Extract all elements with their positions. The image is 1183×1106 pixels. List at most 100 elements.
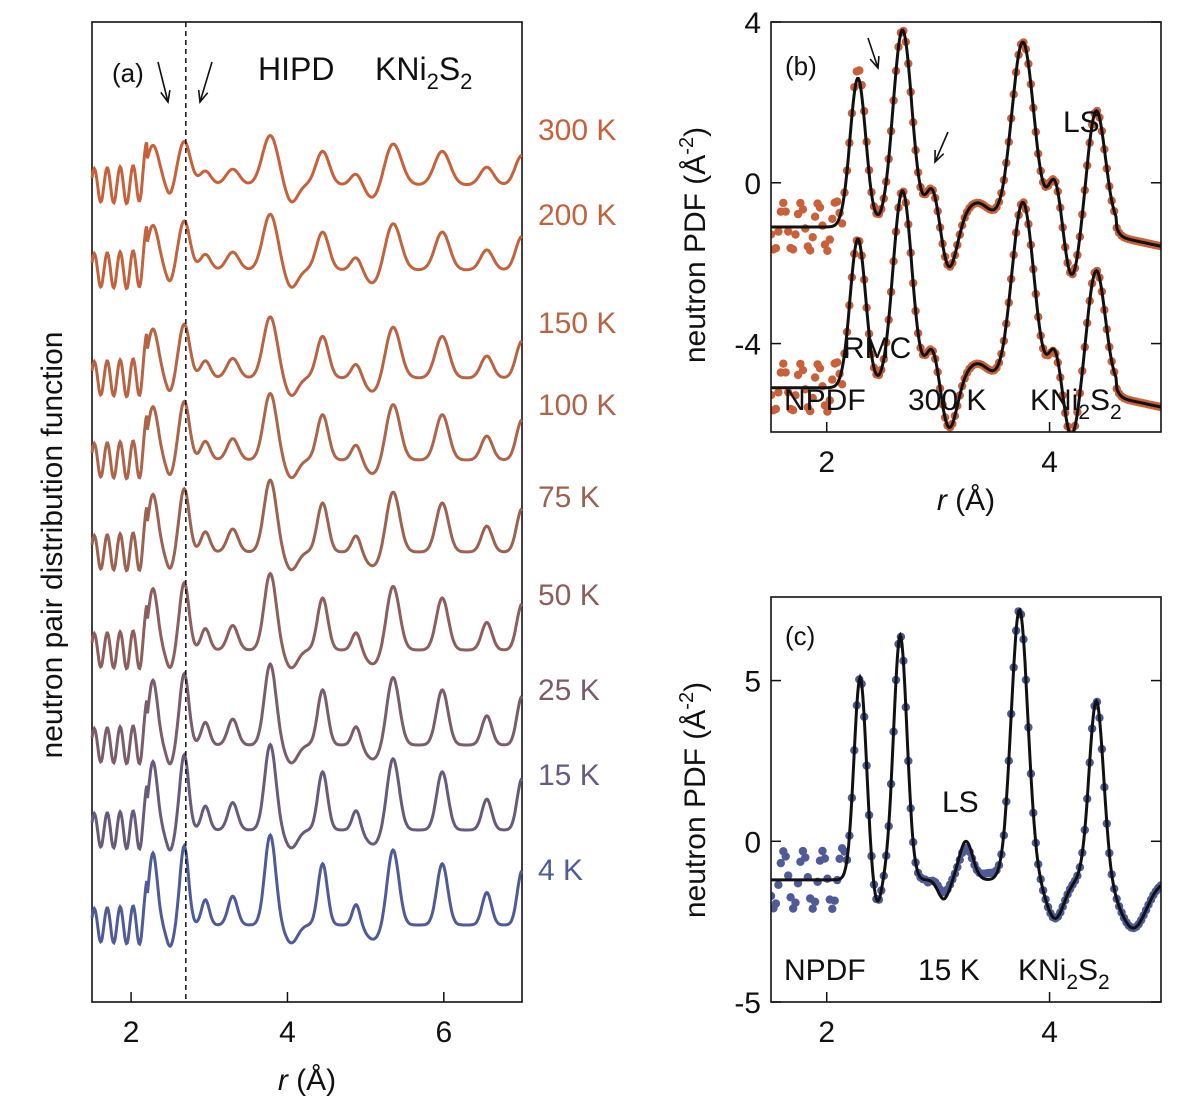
series-line-15k (90, 742, 523, 852)
compound-sub2: 2 (1098, 971, 1110, 994)
series-label: 75 K (538, 481, 600, 514)
data-point (781, 368, 790, 377)
compound-sub1: 2 (1066, 971, 1078, 994)
panel-c-temperature: 15 K (918, 954, 980, 987)
annotation-arrow (867, 37, 879, 69)
data-point (815, 203, 825, 212)
panel-c-label: (c) (785, 621, 815, 651)
data-point (779, 198, 788, 208)
panel-a-xlabel: r (Å) (278, 1064, 336, 1097)
panel-c: 2 450-5 (c) LS NPDF 15 K KNi2S2 neutron P… (676, 596, 1162, 1049)
data-point (825, 396, 834, 405)
panel-a-frame (91, 21, 523, 1003)
panel-a-xlabel-unit: (Å) (296, 1064, 336, 1097)
panel-b-ylabel-main: neutron PDF (679, 193, 712, 363)
panel-b-ylabel-unit: (Å (679, 155, 712, 185)
data-point (771, 891, 776, 901)
xtick-label: 6 (435, 1016, 452, 1049)
ytick-label: -4 (734, 329, 761, 362)
series-line-75k (90, 478, 523, 573)
series-label: 300 K (538, 114, 616, 147)
data-point (771, 230, 776, 239)
series-label: 50 K (538, 579, 600, 612)
compound-sub1: 2 (1078, 401, 1090, 424)
data-point (791, 391, 800, 400)
data-point (774, 227, 783, 236)
panel-b-temperature: 300 K (908, 384, 986, 417)
data-point (825, 235, 834, 244)
data-point (791, 898, 800, 907)
data-point (771, 899, 781, 908)
data-point (774, 880, 783, 889)
compound-base: KNi (1018, 954, 1066, 987)
panel-b-ticks: 2 440-4 (734, 7, 1161, 479)
annotation-arrowhead (197, 89, 209, 104)
annotation-arrowhead (869, 55, 880, 70)
data-point (771, 390, 776, 400)
data-point (833, 358, 842, 367)
compound-sub2: 2 (460, 69, 472, 94)
panel-b-fit-label-ls: LS (1063, 106, 1100, 139)
ytick-label: 4 (744, 7, 761, 40)
panel-c-compound: KNi2S2 (1018, 954, 1110, 994)
data-point (828, 214, 837, 223)
panel-b-ylabel-exp: -2 (676, 137, 698, 155)
compound-base: KNi (1030, 384, 1078, 417)
panel-b-arrows (867, 37, 949, 164)
compound-base: KNi (375, 51, 427, 87)
data-point (818, 846, 827, 856)
fit-line (771, 28, 1161, 276)
series-label: 100 K (538, 389, 616, 422)
panel-a-instrument: HIPD (258, 51, 334, 87)
series-line-300k (90, 134, 523, 206)
data-point (786, 893, 795, 902)
panel-b-dataset: NPDF (784, 384, 866, 417)
compound-mid: S (1090, 384, 1110, 417)
panel-b-plot (771, 26, 1161, 432)
panel-c-fit-label: LS (942, 786, 979, 819)
series-line-4k (90, 832, 523, 948)
panel-c-plot (771, 607, 1161, 933)
data-point (798, 846, 808, 856)
data-point (837, 219, 847, 228)
data-point (781, 207, 790, 216)
data-point (823, 407, 832, 416)
panel-b-ylabel: neutron PDF (Å-2) (676, 127, 712, 363)
data-point (771, 244, 781, 253)
data-point (806, 246, 815, 255)
panel-a-ylabel: neutron pair distribution function (36, 332, 69, 759)
data-point (820, 854, 830, 863)
panel-c-dataset: NPDF (784, 954, 866, 987)
ytick-label: -5 (734, 987, 761, 1020)
xtick-label: 4 (1041, 446, 1058, 479)
series-label: 4 K (538, 854, 583, 887)
data-point (810, 373, 820, 382)
annotation-arrowhead (934, 149, 945, 164)
data-point (833, 197, 842, 206)
data-point (828, 375, 837, 384)
compound-sub1: 2 (427, 69, 439, 94)
data-point (823, 246, 832, 255)
data-point (771, 404, 781, 414)
panel-b-xlabel: r (Å) (937, 484, 995, 517)
xtick-label: 2 (818, 1016, 835, 1049)
series-label: 25 K (538, 674, 600, 707)
data-point (796, 359, 805, 369)
compound-sub2: 2 (1110, 401, 1122, 424)
data-point (828, 904, 837, 913)
panel-b-compound: KNi2S2 (1030, 384, 1122, 424)
panel-b-fit-label-rmc: RMC (843, 332, 911, 365)
ytick-label: 0 (744, 168, 761, 201)
annotation-arrow (199, 61, 213, 103)
data-point (808, 904, 817, 913)
panel-b-xlabel-unit: (Å) (955, 484, 995, 517)
annotation-arrow (934, 131, 949, 163)
series-label: 200 K (538, 199, 616, 232)
panel-a-curves (90, 134, 523, 948)
panel-a-arrows (157, 61, 213, 104)
xtick-label: 2 (123, 1016, 140, 1049)
data-point (855, 66, 864, 75)
panel-b-label: (b) (785, 51, 817, 81)
panel-c-ylabel-main: neutron PDF (679, 748, 712, 918)
data-point (806, 406, 815, 416)
